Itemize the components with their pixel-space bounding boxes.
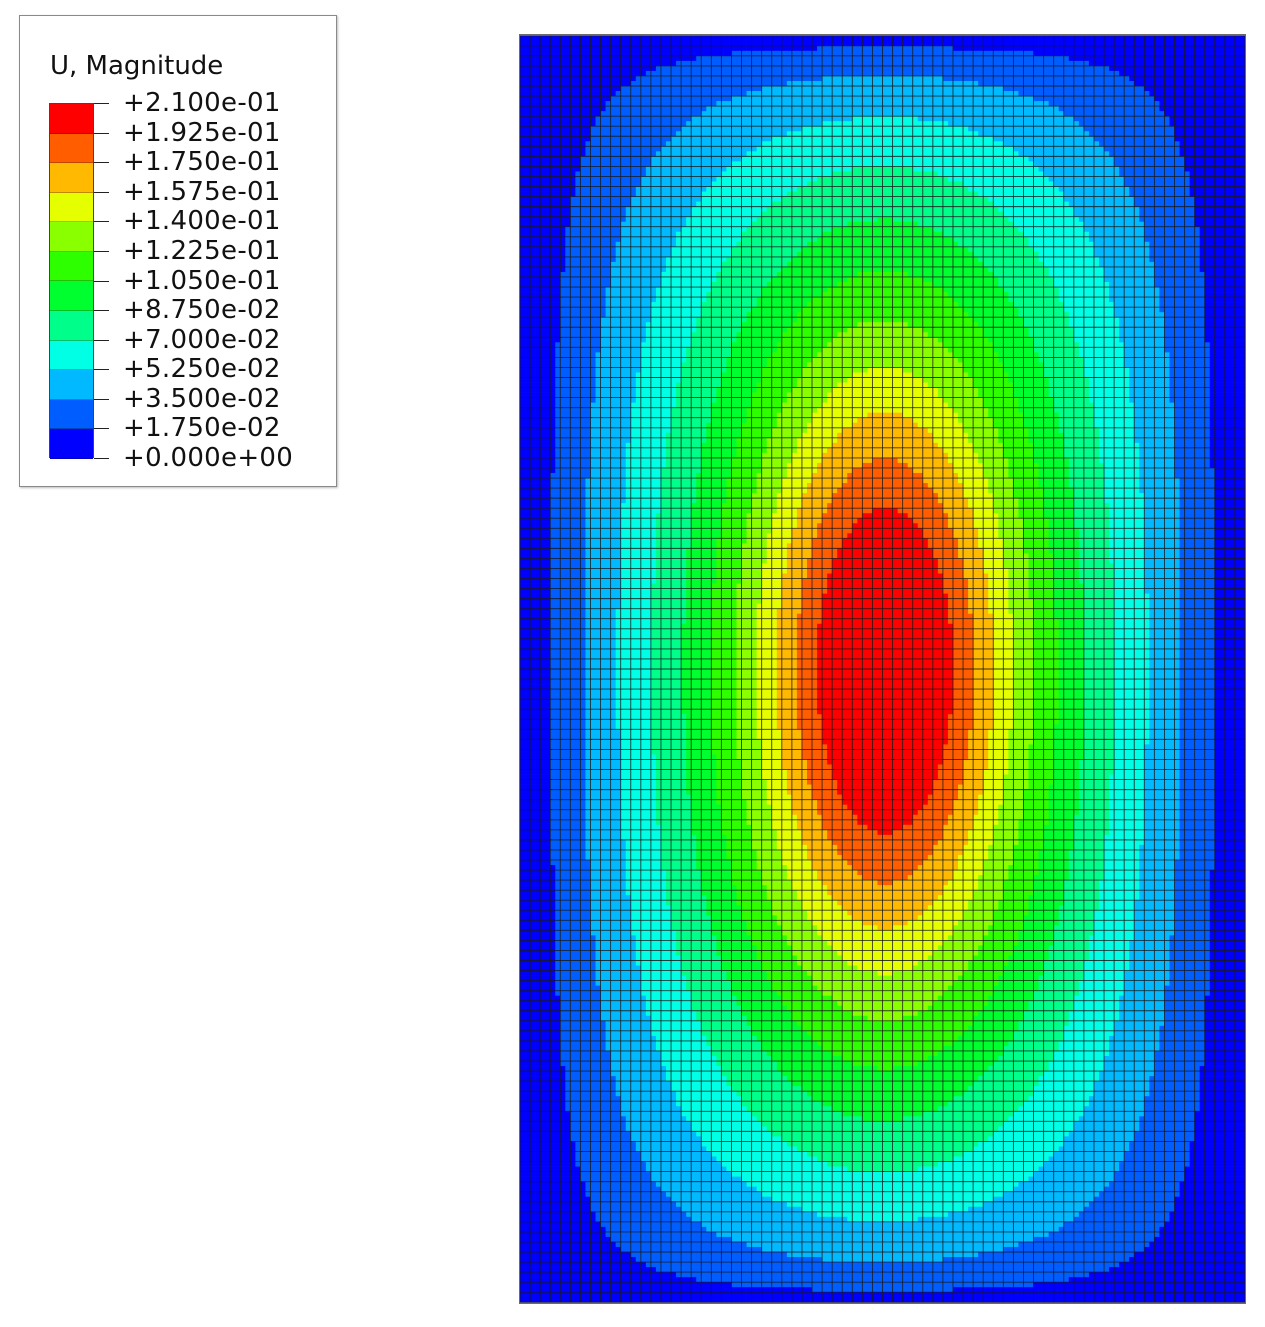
legend-label: +1.750e-02 [123,415,281,441]
legend-label: +5.250e-02 [123,356,281,382]
legend-tick [94,399,109,400]
legend-tick [94,281,109,282]
legend-tick [94,369,109,370]
legend-title: U, Magnitude [50,51,223,81]
legend-label: +1.400e-01 [123,208,281,234]
legend-tick [94,310,109,311]
legend-tick [94,221,109,222]
legend-tick [94,162,109,163]
legend-swatch [50,163,93,193]
legend-swatch [50,193,93,223]
legend: U, Magnitude +2.100e-01 +1.925e-01 +1.750e… [19,15,337,487]
legend-swatch [50,222,93,252]
legend-label: +1.050e-01 [123,268,281,294]
legend-label: +1.225e-01 [123,238,281,264]
legend-label: +1.750e-01 [123,149,281,175]
legend-tick [94,428,109,429]
contour-plot-svg [519,34,1246,1304]
legend-swatch [50,311,93,341]
legend-swatch [50,341,93,371]
legend-tick [94,133,109,134]
legend-label: +1.925e-01 [123,120,281,146]
legend-tick [94,340,109,341]
legend-label: +0.000e+00 [123,445,293,471]
legend-label: +1.575e-01 [123,179,281,205]
legend-swatch [50,281,93,311]
legend-swatch [50,429,93,459]
legend-label: +2.100e-01 [123,90,281,116]
contour-plot [519,34,1246,1304]
legend-swatch [50,104,93,134]
legend-swatch [50,252,93,282]
legend-swatch [50,370,93,400]
legend-color-bar [49,103,94,458]
legend-tick [94,251,109,252]
legend-swatch [50,134,93,164]
legend-swatch [50,400,93,430]
legend-label: +3.500e-02 [123,386,281,412]
legend-label: +8.750e-02 [123,297,281,323]
legend-label: +7.000e-02 [123,327,281,353]
legend-tick [94,192,109,193]
legend-tick [94,458,109,459]
legend-tick [94,103,109,104]
